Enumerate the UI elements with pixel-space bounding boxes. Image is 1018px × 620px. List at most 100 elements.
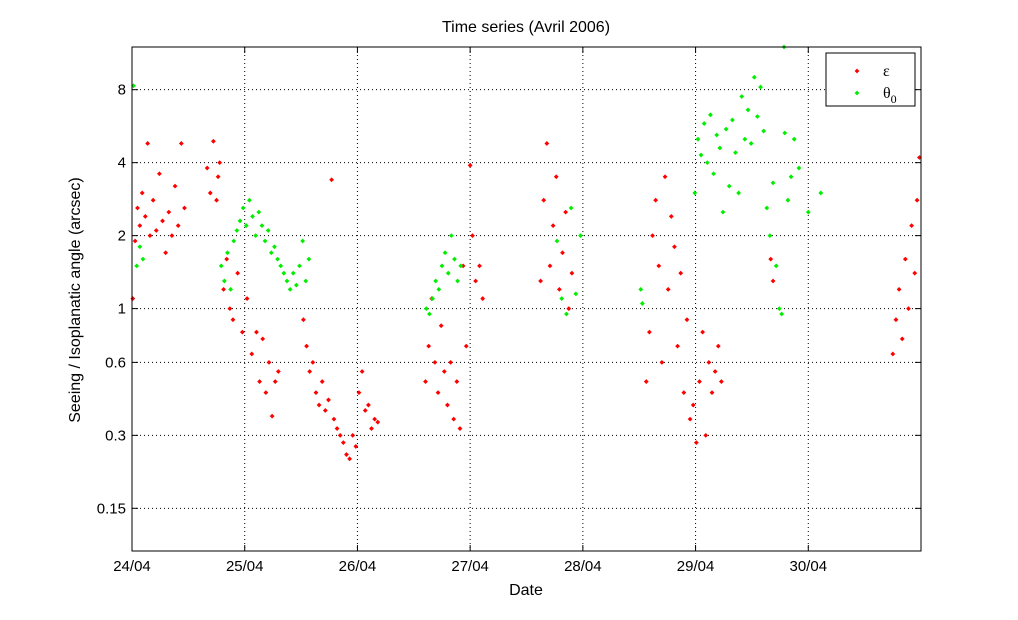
- data-point: [344, 452, 349, 457]
- plot-frame: [131, 46, 922, 552]
- data-point: [770, 180, 776, 186]
- data-point: [693, 440, 699, 446]
- legend: εθ0: [825, 52, 916, 107]
- data-point: [134, 263, 140, 269]
- data-point: [726, 183, 732, 189]
- data-point: [135, 205, 140, 211]
- data-point: [906, 306, 911, 311]
- data-point: [281, 270, 287, 276]
- data-point: [796, 165, 802, 171]
- data-point: [225, 250, 230, 256]
- data-point: [329, 177, 334, 183]
- data-point: [221, 287, 226, 292]
- data-point: [207, 190, 213, 196]
- data-point: [369, 426, 374, 431]
- data-point: [547, 263, 553, 269]
- data-point: [262, 238, 268, 244]
- data-point: [227, 306, 233, 311]
- data-point: [334, 426, 340, 431]
- x-axis-title: Date: [509, 582, 543, 599]
- data-point: [265, 228, 271, 233]
- data-point: [228, 287, 234, 292]
- data-point: [695, 136, 701, 142]
- legend-label: ε: [883, 63, 890, 80]
- data-point: [423, 379, 428, 384]
- data-point: [767, 233, 773, 239]
- data-point: [278, 263, 284, 269]
- data-point: [573, 291, 579, 297]
- data-point: [709, 390, 715, 396]
- data-point: [131, 83, 136, 89]
- data-point: [178, 141, 184, 146]
- data-point: [445, 270, 451, 276]
- data-point: [239, 329, 245, 335]
- series-1: [131, 44, 824, 317]
- data-point: [272, 244, 277, 250]
- data-point: [700, 329, 706, 335]
- data-point: [715, 343, 721, 349]
- points-layer: [130, 44, 922, 462]
- data-point: [160, 218, 165, 224]
- data-point: [217, 160, 223, 166]
- data-point: [690, 402, 696, 408]
- data-point: [643, 379, 649, 384]
- data-point: [301, 317, 306, 323]
- data-point: [776, 306, 782, 311]
- data-point: [145, 141, 151, 146]
- data-point: [359, 369, 365, 374]
- data-point: [319, 379, 325, 384]
- data-point: [423, 306, 429, 311]
- legend-marker: [854, 90, 860, 96]
- data-point: [560, 250, 565, 256]
- data-point: [445, 402, 450, 408]
- data-point: [650, 233, 655, 239]
- data-point: [147, 233, 153, 239]
- data-point: [130, 296, 136, 301]
- data-point: [912, 270, 918, 276]
- data-point: [779, 311, 785, 317]
- data-point: [250, 214, 255, 219]
- data-point: [284, 278, 290, 284]
- data-point: [169, 233, 175, 239]
- data-point: [729, 117, 735, 123]
- data-point: [742, 136, 748, 142]
- data-point: [751, 74, 757, 80]
- y-tick-label: 0.15: [97, 500, 126, 517]
- data-point: [701, 121, 707, 126]
- x-tick-label: 27/04: [451, 558, 489, 575]
- tick-layer: 24/04 25/04 26/04 27/04 28/04 29/04 30/04 0.15 0…: [97, 47, 921, 575]
- y-tick-label: 8: [118, 82, 126, 99]
- data-point: [137, 223, 143, 228]
- data-point: [275, 256, 280, 262]
- series-0: [130, 138, 922, 462]
- data-point: [791, 136, 797, 142]
- data-point: [914, 197, 920, 203]
- data-point: [463, 343, 469, 349]
- data-point: [890, 351, 896, 357]
- legend-marker: [854, 68, 860, 74]
- data-point: [684, 317, 690, 323]
- data-point: [221, 278, 227, 284]
- data-point: [365, 402, 371, 408]
- data-point: [739, 94, 745, 99]
- data-point: [244, 296, 250, 301]
- data-point: [269, 413, 275, 419]
- data-point: [266, 359, 272, 365]
- data-point: [230, 317, 236, 323]
- data-point: [438, 323, 444, 329]
- data-point: [745, 107, 751, 113]
- data-point: [706, 359, 712, 365]
- data-point: [764, 205, 770, 211]
- data-point: [755, 114, 760, 119]
- data-point: [748, 141, 754, 146]
- data-point: [322, 408, 328, 413]
- data-point: [457, 426, 463, 431]
- data-point: [353, 444, 359, 449]
- data-point: [653, 197, 659, 203]
- data-point: [698, 152, 704, 158]
- data-point: [432, 359, 438, 365]
- data-point: [712, 369, 718, 374]
- data-point: [681, 390, 687, 396]
- data-point: [454, 379, 460, 384]
- data-point: [480, 296, 486, 301]
